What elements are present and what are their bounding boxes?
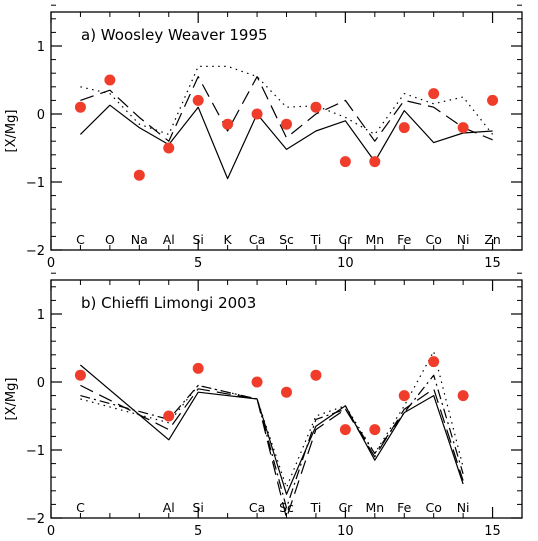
element-label: C (76, 500, 85, 515)
y-tick-label: 0 (37, 108, 45, 123)
data-point (310, 369, 322, 381)
element-label: Co (425, 232, 441, 247)
element-label: Mn (365, 232, 384, 247)
data-point (133, 169, 145, 181)
data-point (398, 122, 410, 134)
model-line-solid (79, 104, 493, 180)
y-axis-label: [X/Mg] (4, 110, 19, 153)
x-tick-label: 0 (47, 524, 55, 539)
data-point (251, 108, 263, 120)
panel-title: a) Woosley Weaver 1995 (81, 26, 268, 44)
data-point (163, 410, 175, 422)
data-point (487, 94, 499, 106)
curves (79, 65, 494, 180)
element-label: K (224, 232, 233, 247)
model-line-solid (80, 364, 464, 495)
y-tick-label: −1 (26, 176, 45, 191)
element-label: Al (163, 500, 175, 515)
x-tick-label: 5 (194, 256, 202, 271)
element-label: Fe (397, 232, 412, 247)
y-tick-label: −1 (26, 444, 45, 459)
y-tick-label: −2 (26, 244, 45, 259)
data-point (192, 362, 204, 374)
data-point (457, 122, 469, 134)
element-label: C (76, 232, 85, 247)
element-label: Si (192, 500, 203, 515)
data-point (251, 376, 263, 388)
element-label: O (105, 232, 115, 247)
element-label: Zn (484, 232, 501, 247)
y-tick-label: −2 (26, 512, 45, 527)
data-point (310, 101, 322, 113)
element-label: Sc (279, 232, 294, 247)
model-line-dotted (80, 350, 464, 488)
data-point (222, 118, 234, 130)
plot-frame (50, 279, 523, 519)
element-label: Co (425, 500, 441, 515)
data-point (192, 94, 204, 106)
element-label: Si (192, 232, 203, 247)
plot-frame (50, 11, 523, 251)
data-point (163, 142, 175, 154)
data-point (369, 424, 381, 436)
y-tick-label: 0 (37, 376, 45, 391)
data-point (104, 74, 116, 86)
x-tick-label: 0 (47, 256, 55, 271)
data-point (369, 156, 381, 168)
element-label: Na (131, 232, 148, 247)
y-axis-label: [X/Mg] (4, 378, 19, 421)
element-label: Ca (249, 500, 265, 515)
y-tick-label: 1 (37, 40, 45, 55)
data-point (428, 356, 440, 368)
data-point (281, 118, 292, 130)
element-label: Ti (310, 232, 322, 247)
data-point (281, 386, 292, 398)
data-point (428, 88, 440, 100)
model-line-dashed (80, 75, 493, 142)
y-tick-label: 1 (37, 308, 45, 323)
x-tick-label: 5 (194, 524, 202, 539)
x-tick-label: 15 (484, 524, 501, 539)
model-line-dashed (80, 384, 464, 518)
element-label: Mn (365, 500, 384, 515)
data-point (74, 369, 86, 381)
data-point (74, 101, 86, 113)
panel-a: a) Woosley Weaver 1995 0 5 10 15 −2 −1 0 1 [X/Mg… (4, 4, 523, 271)
model-line-dashdot (80, 374, 464, 509)
curves (80, 350, 464, 518)
panel-title: b) Chieffi Limongi 2003 (81, 294, 256, 312)
panel-b: b) Chieffi Limongi 2003 0 5 10 15 −2 −1 0 1 [X/M… (4, 272, 523, 539)
x-tick-label: 15 (484, 256, 501, 271)
element-label: Ni (457, 500, 470, 515)
element-label: Ni (457, 232, 470, 247)
element-label: Cr (338, 232, 353, 247)
element-label: Ti (310, 500, 322, 515)
element-label: Cr (338, 500, 353, 515)
data-point (398, 390, 410, 402)
element-label: Fe (397, 500, 412, 515)
x-tick-label: 10 (337, 256, 354, 271)
data-point (339, 156, 351, 168)
element-label: Sc (279, 500, 294, 515)
element-label: Al (163, 232, 175, 247)
element-label: Ca (249, 232, 265, 247)
x-tick-label: 10 (337, 524, 354, 539)
data-point (457, 390, 469, 402)
data-point (339, 424, 351, 436)
